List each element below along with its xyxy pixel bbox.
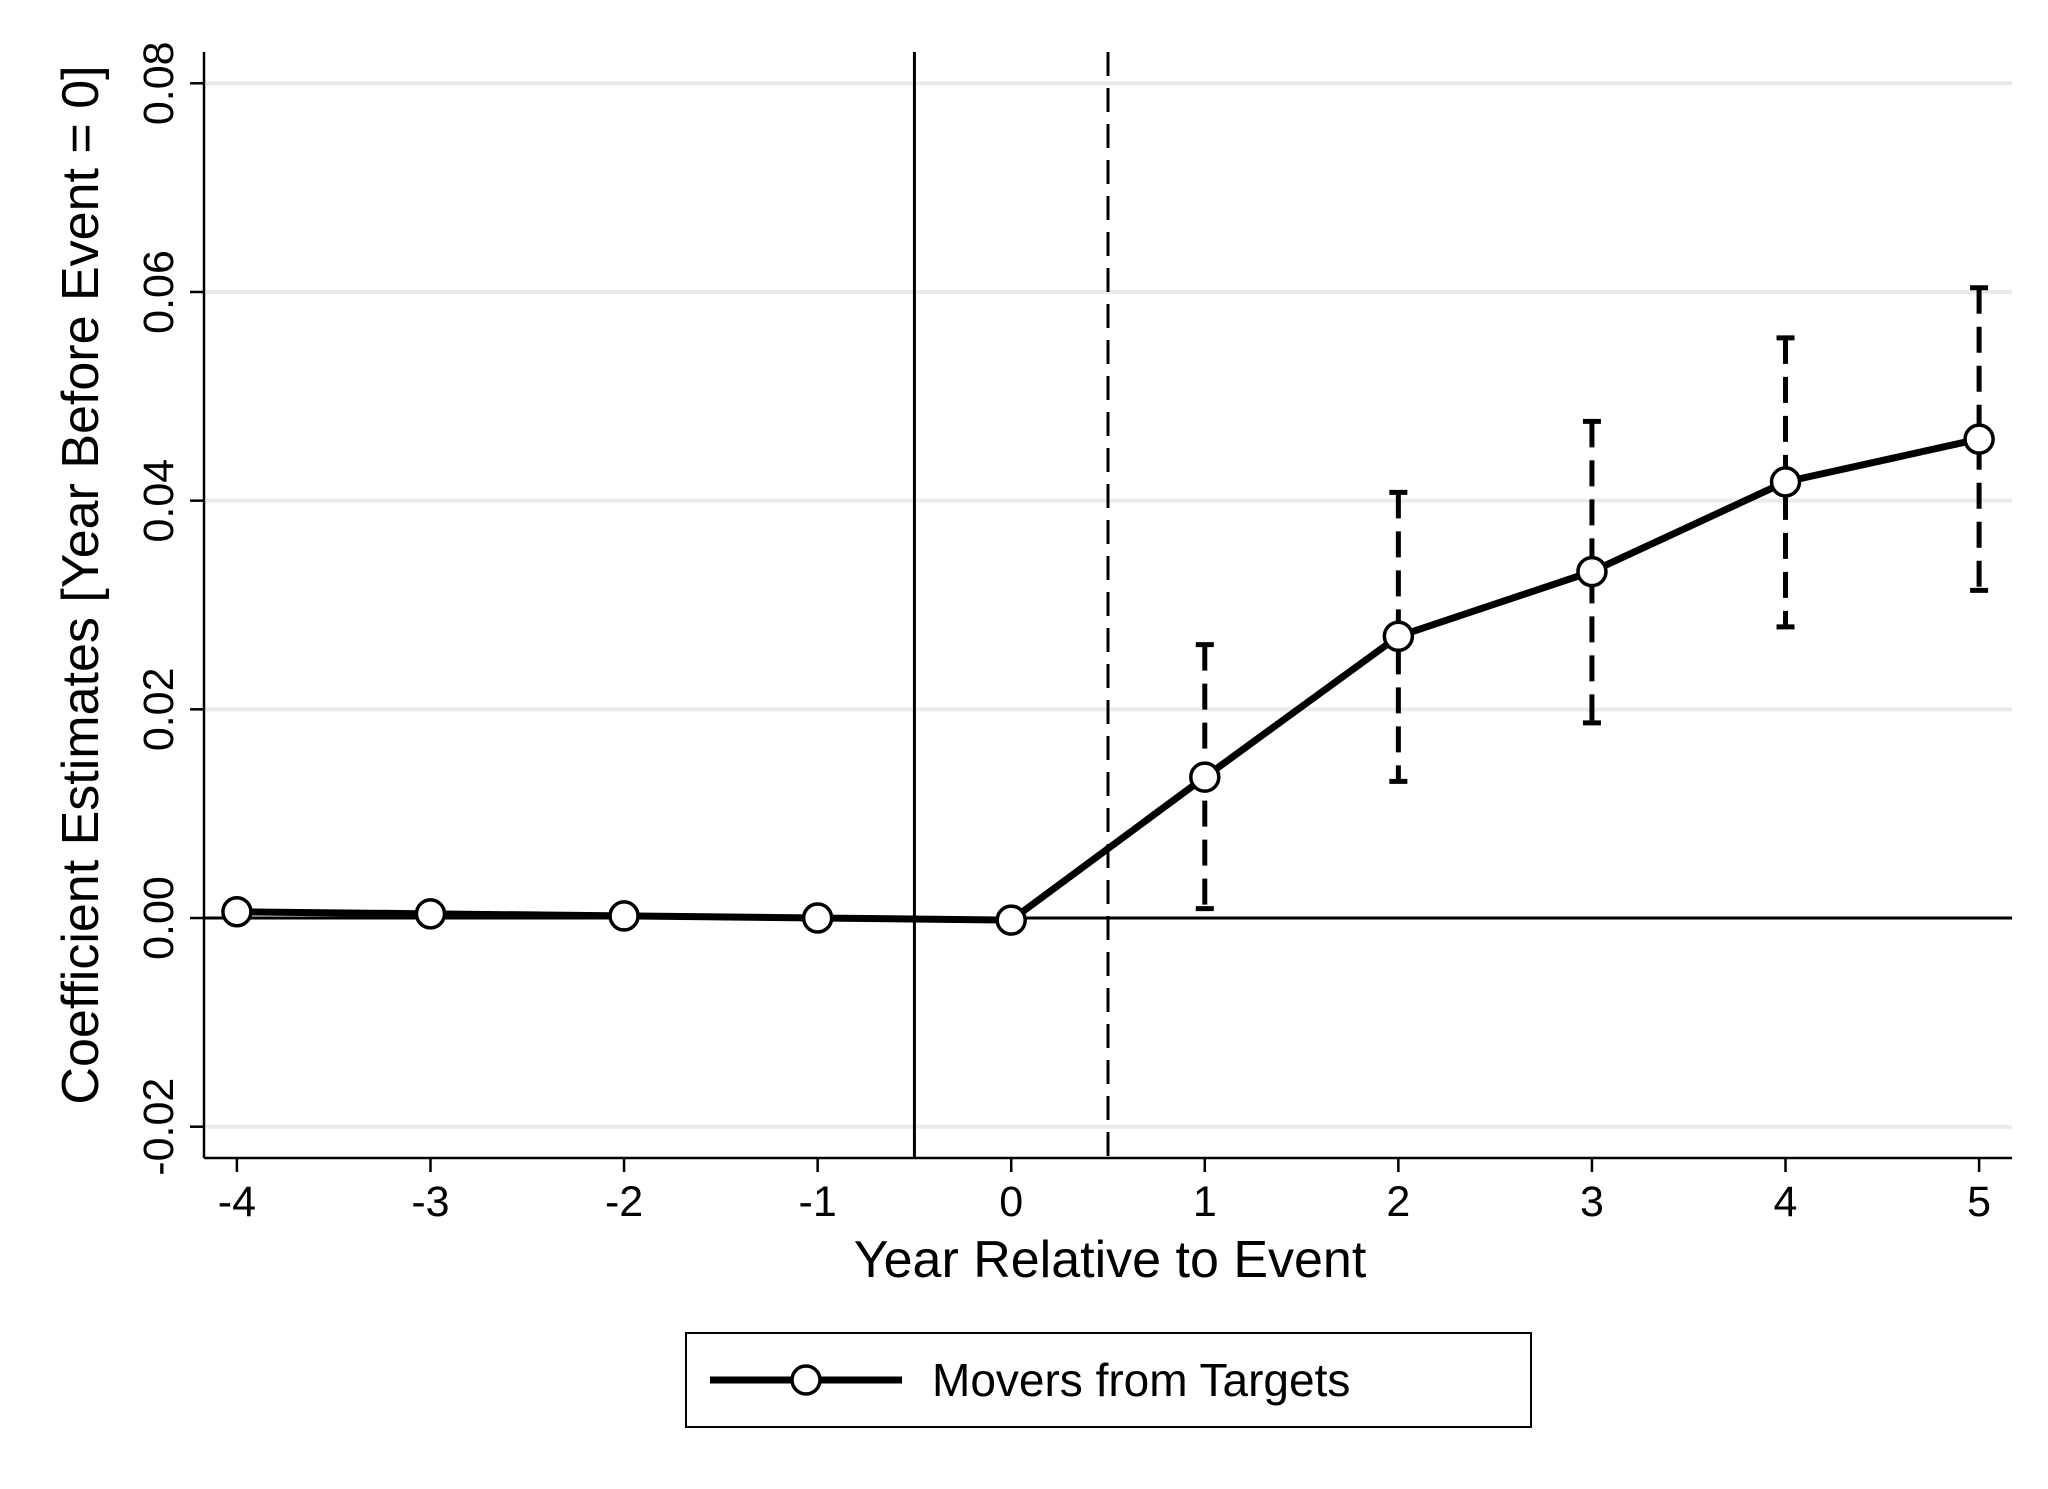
x-tick-label: 0	[999, 1178, 1023, 1226]
y-tick-label: 0.02	[135, 667, 183, 751]
x-tick-label: 5	[1967, 1178, 1991, 1226]
series-line	[236, 435, 1980, 924]
reference-lines	[204, 52, 2012, 1158]
y-tick-label: 0.04	[135, 459, 183, 543]
x-tick-label: -3	[411, 1178, 449, 1226]
data-point-marker	[1769, 466, 1802, 498]
x-tick-label: -2	[605, 1178, 643, 1226]
data-point-marker	[1189, 761, 1221, 793]
x-tick-label: 1	[1193, 1178, 1217, 1226]
y-tick-label: 0.08	[135, 41, 183, 125]
x-tick-label: -4	[218, 1178, 256, 1226]
x-tick-label: 2	[1386, 1178, 1410, 1226]
legend: Movers from Targets	[685, 1332, 1532, 1428]
data-point-marker	[221, 896, 253, 928]
data-point-marker	[1382, 620, 1415, 653]
y-axis-title: Coefficient Estimates [Year Before Event…	[52, 65, 110, 1104]
y-tick-label: -0.02	[135, 1078, 183, 1176]
data-point-marker	[414, 898, 447, 930]
data-point-marker	[608, 900, 640, 932]
legend-label: Movers from Targets	[932, 1354, 1350, 1406]
data-point-marker	[1576, 555, 1608, 588]
x-tick-label: -1	[799, 1178, 837, 1226]
tick-labels: -0.02 0.00 0.02 0.04 0.06 0.08 -4 -3 -2 -1 0 1 2 3 4 5	[135, 41, 1991, 1226]
data-point-marker	[1963, 423, 1995, 455]
data-point-marker	[995, 904, 1027, 936]
data-point-marker	[801, 902, 834, 934]
legend-marker-swatch	[790, 1364, 822, 1396]
data-series	[221, 423, 1995, 936]
axes	[190, 52, 2012, 1172]
x-tick-label: 4	[1774, 1178, 1798, 1226]
x-tick-label: 3	[1580, 1178, 1604, 1226]
y-tick-label: 0.06	[135, 250, 183, 334]
y-tick-label: 0.00	[135, 876, 183, 960]
confidence-intervals	[1195, 285, 1989, 912]
x-axis-title: Year Relative to Event	[854, 1231, 1367, 1289]
